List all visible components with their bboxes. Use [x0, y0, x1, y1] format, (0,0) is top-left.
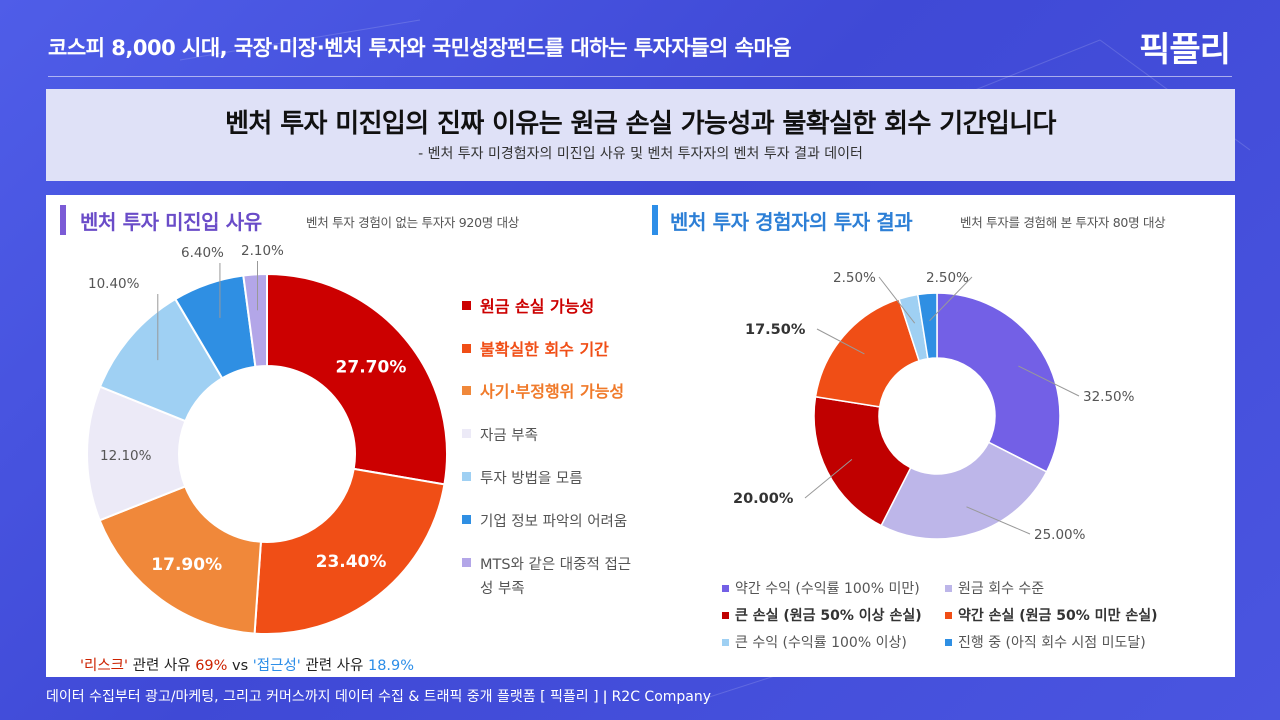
result-slice-6 [916, 292, 938, 360]
legend-label: 원금 회수 수준 [958, 581, 1045, 597]
risk-vs-access-footnote: '리스크' 관련 사유 69% vs '접근성' 관련 사유 18.9% [80, 654, 414, 675]
left-section-accent-bar [60, 205, 66, 235]
legend-label: 사기·부정행위 가능성 [480, 382, 625, 401]
result-leader-line-4 [816, 328, 865, 355]
reason-label-7: 2.10% [241, 243, 284, 259]
legend-label: 약간 수익 (수익률 100% 미만) [735, 581, 920, 597]
legend-label: 불확실한 회수 기간 [480, 340, 609, 359]
legend-swatch [462, 344, 471, 353]
reason-legend-item-4: 자금 부족 [462, 424, 538, 448]
left-section-title: 벤처 투자 미진입 사유 [80, 210, 262, 234]
reason-slice-3 [98, 485, 262, 635]
right-section-title: 벤처 투자 경험자의 투자 결과 [670, 210, 913, 234]
result-leader-line-6 [929, 276, 973, 322]
reason-legend-item-7: MTS와 같은 대중적 접근성 부족 [462, 553, 632, 601]
legend-label: 자금 부족 [480, 428, 538, 444]
reason-label-2: 23.40% [316, 552, 387, 572]
reason-label-1: 27.70% [336, 357, 407, 377]
legend-swatch [462, 515, 471, 524]
footnote-text-2: 관련 사유 [300, 658, 368, 674]
bottom-bar: 데이터 수집부터 광고/마케팅, 그리고 커머스까지 데이터 수집 & 트래픽 … [46, 689, 712, 705]
headline-banner: 벤처 투자 미진입의 진짜 이유는 원금 손실 가능성과 불확실한 회수 기간입… [46, 89, 1235, 181]
access-value: 18.9% [367, 658, 415, 674]
reason-legend-item-5: 투자 방법을 모름 [462, 467, 583, 491]
result-label-1: 32.50% [1083, 389, 1135, 405]
right-section-accent-bar [652, 205, 658, 235]
legend-swatch [722, 584, 729, 592]
non-entry-reason-donut-chart: 27.70% 23.40% 17.90% 12.10% 10.40% 6.40% 2.10% [86, 243, 448, 635]
report-title: 코스피 8,000 시대, 국장·미장·벤처 투자와 국민성장펀드를 대하는 투… [48, 36, 792, 60]
legend-swatch [462, 386, 471, 395]
right-section-note: 벤처 투자를 경험해 본 투자자 80명 대상 [960, 215, 1166, 230]
legend-swatch [945, 611, 952, 619]
legend-swatch [462, 301, 471, 310]
access-quote: '접근성' [252, 658, 301, 674]
footnote-vs: vs [227, 658, 253, 674]
result-legend-item-2: 원금 회수 수준 [945, 578, 1044, 598]
reason-legend-item-3: 사기·부정행위 가능성 [462, 380, 624, 404]
risk-value: 69% [195, 658, 228, 674]
left-section-note: 벤처 투자 경험이 없는 투자자 920명 대상 [306, 215, 519, 230]
result-legend-item-3: 큰 손실 (원금 50% 이상 손실) [722, 605, 922, 625]
legend-label: 진행 중 (아직 회수 시점 미도달) [958, 635, 1146, 651]
reason-slice-7 [242, 272, 268, 368]
headline-subtitle: - 벤처 투자 미경험자의 미진입 사유 및 벤처 투자자의 벤처 투자 결과 … [418, 146, 863, 162]
investment-result-donut-chart: 32.50% 25.00% 20.00% 17.50% 2.50% 2.50% [733, 270, 1135, 543]
result-label-3: 20.00% [733, 491, 794, 507]
legend-label: 투자 방법을 모름 [480, 471, 583, 487]
legend-swatch [462, 472, 471, 481]
reason-label-4: 12.10% [100, 448, 152, 464]
result-label-4: 17.50% [745, 322, 806, 338]
result-leader-line-1 [1018, 365, 1080, 397]
result-label-6: 2.50% [926, 270, 969, 286]
result-legend-item-4: 약간 손실 (원금 50% 미만 손실) [945, 605, 1157, 625]
reason-label-5: 10.40% [88, 276, 140, 292]
result-legend-item-1: 약간 수익 (수익률 100% 미만) [722, 578, 920, 598]
reason-legend-item-1: 원금 손실 가능성 [462, 295, 594, 319]
legend-label: 원금 손실 가능성 [480, 297, 595, 316]
risk-quote: '리스크' [80, 658, 128, 674]
result-legend-item-5: 큰 수익 (수익률 100% 이상) [722, 632, 907, 652]
legend-swatch [722, 611, 729, 619]
result-legend-item-6: 진행 중 (아직 회수 시점 미도달) [945, 632, 1146, 652]
result-slice-3 [813, 395, 912, 527]
headline-title: 벤처 투자 미진입의 진짜 이유는 원금 손실 가능성과 불확실한 회수 기간입… [225, 109, 1056, 139]
legend-swatch [722, 638, 729, 646]
result-label-5: 2.50% [833, 270, 876, 286]
footnote-text-1: 관련 사유 [128, 658, 196, 674]
reason-label-6: 6.40% [181, 245, 224, 261]
result-leader-line-3 [804, 458, 853, 499]
reason-legend-item-2: 불확실한 회수 기간 [462, 338, 609, 362]
legend-label: 큰 수익 (수익률 100% 이상) [735, 635, 907, 651]
result-leader-line-5 [878, 276, 916, 324]
reason-label-3: 17.90% [151, 555, 222, 575]
legend-swatch [945, 584, 952, 592]
reason-legend-item-6: 기업 정보 파악의 어려움 [462, 510, 627, 534]
legend-swatch [945, 638, 952, 646]
reason-slice-1 [266, 272, 448, 486]
legend-swatch [462, 429, 471, 438]
legend-label: 약간 손실 (원금 50% 미만 손실) [958, 608, 1158, 624]
reason-slice-2 [253, 467, 446, 635]
legend-label: MTS와 같은 대중적 접근성 부족 [480, 557, 632, 597]
result-leader-line-2 [966, 506, 1031, 535]
header-divider [48, 76, 1232, 77]
legend-label: 기업 정보 파악의 어려움 [480, 514, 628, 530]
result-slice-2 [880, 441, 1048, 540]
result-slice-1 [936, 292, 1061, 473]
legend-swatch [462, 558, 471, 567]
pickpoll-logo: 픽플리 [1139, 30, 1231, 70]
result-label-2: 25.00% [1034, 527, 1086, 543]
legend-label: 큰 손실 (원금 50% 이상 손실) [735, 608, 922, 624]
